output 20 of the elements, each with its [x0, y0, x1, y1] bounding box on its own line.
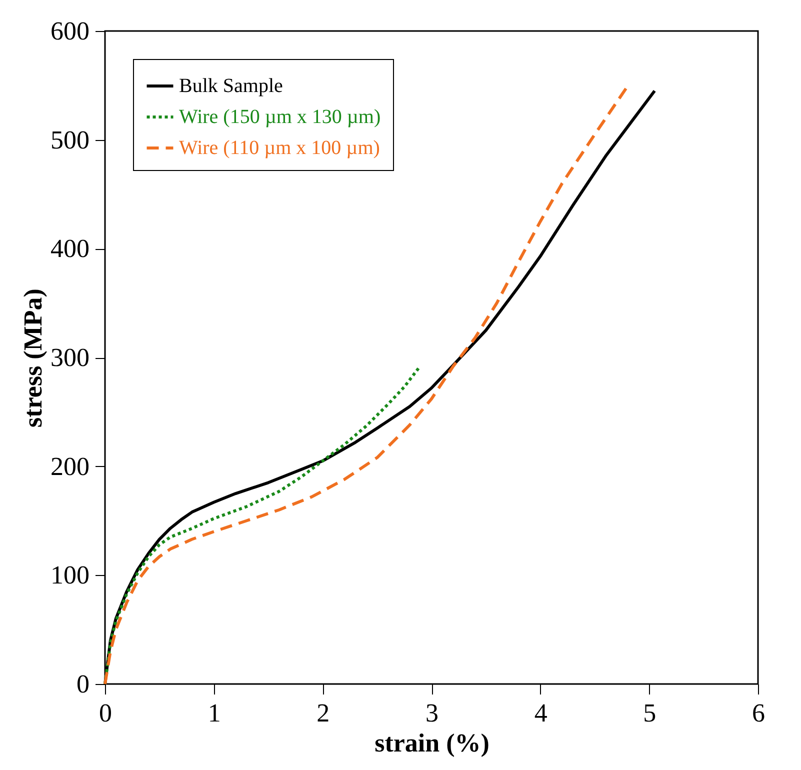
x-tick-label: 4: [534, 698, 548, 728]
x-tick-label: 6: [752, 698, 765, 728]
legend-label: Bulk Sample: [179, 75, 284, 97]
y-tick-label: 500: [50, 125, 90, 154]
y-tick-label: 400: [50, 234, 90, 264]
legend-label: Wire (150 µm x 130 µm): [179, 106, 381, 128]
y-tick-label: 300: [50, 343, 90, 372]
line-series: [104, 366, 420, 686]
y-tick-label: 600: [50, 16, 90, 46]
y-tick-label: 0: [76, 670, 90, 698]
y-tick-label: 200: [50, 452, 90, 481]
x-tick-label: 5: [643, 698, 656, 728]
x-axis-title: strain (%): [374, 728, 490, 758]
y-axis-title: stress (MPa): [18, 288, 48, 428]
legend-label: Wire (110 µm x 100 µm): [179, 137, 380, 159]
y-tick-label: 100: [50, 560, 90, 590]
x-tick-label: 0: [99, 698, 112, 728]
x-tick-label: 1: [208, 698, 221, 728]
x-tick-label: 2: [316, 698, 330, 728]
x-tick-label: 3: [426, 698, 438, 728]
